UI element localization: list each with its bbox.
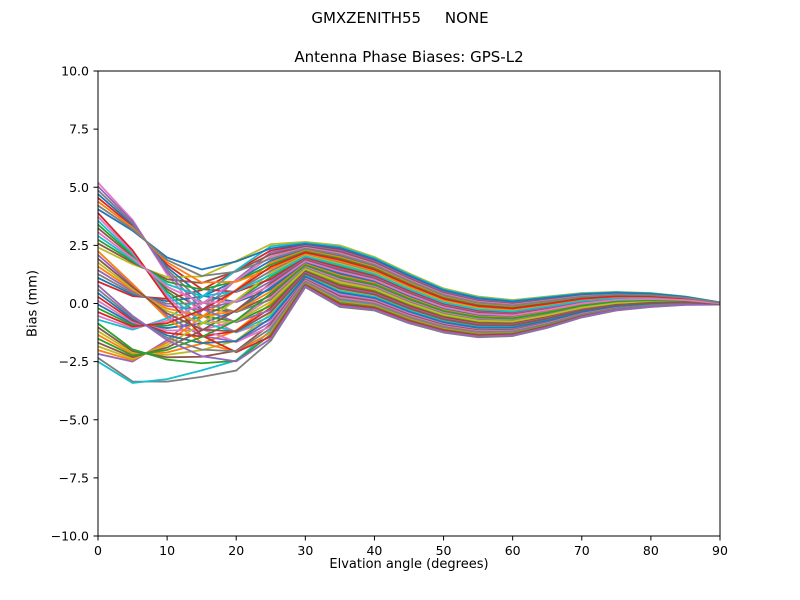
y-tick-label: 10.0 xyxy=(61,64,89,79)
y-tick-label: 7.5 xyxy=(69,122,89,137)
bias-line xyxy=(98,258,720,333)
bias-line xyxy=(98,275,720,344)
y-tick-label: −2.5 xyxy=(59,354,89,369)
bias-line xyxy=(98,284,720,363)
figure-suptitle: GMXZENITH55 NONE xyxy=(311,9,489,27)
axes-title: Antenna Phase Biases: GPS-L2 xyxy=(294,48,524,66)
x-axis-label: Elvation angle (degrees) xyxy=(329,557,489,572)
x-tick-label: 40 xyxy=(366,543,382,558)
x-tick-label: 20 xyxy=(228,543,244,558)
x-tick-label: 60 xyxy=(505,543,521,558)
y-tick-label: −5.0 xyxy=(59,412,89,427)
y-tick-label: 5.0 xyxy=(69,180,89,195)
x-tick-label: 50 xyxy=(436,543,452,558)
x-tick-label: 30 xyxy=(297,543,313,558)
x-tick-label: 0 xyxy=(94,543,102,558)
bias-line xyxy=(98,264,720,357)
y-tick-label: 2.5 xyxy=(69,238,89,253)
x-tick-label: 70 xyxy=(574,543,590,558)
y-tick-label: −7.5 xyxy=(59,470,89,485)
bias-line xyxy=(98,261,720,324)
bias-line xyxy=(98,231,720,317)
x-tick-label: 80 xyxy=(643,543,659,558)
y-tick-label: 0.0 xyxy=(69,296,89,311)
bias-line xyxy=(98,235,720,313)
bias-line xyxy=(98,251,720,328)
bias-line xyxy=(98,280,720,353)
bias-line xyxy=(98,208,720,304)
y-tick-label: −10.0 xyxy=(51,529,89,544)
bias-line xyxy=(98,204,720,307)
x-tick-label: 10 xyxy=(159,543,175,558)
x-tick-label: 90 xyxy=(712,543,728,558)
